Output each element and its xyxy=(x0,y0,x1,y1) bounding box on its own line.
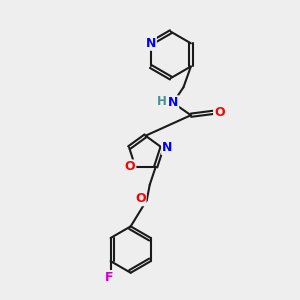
Text: N: N xyxy=(162,141,172,154)
Text: O: O xyxy=(214,106,225,119)
Text: H: H xyxy=(157,95,167,108)
Text: N: N xyxy=(168,96,178,109)
Text: N: N xyxy=(146,37,156,50)
Text: F: F xyxy=(105,271,113,284)
Text: O: O xyxy=(125,160,135,173)
Text: O: O xyxy=(135,192,146,205)
